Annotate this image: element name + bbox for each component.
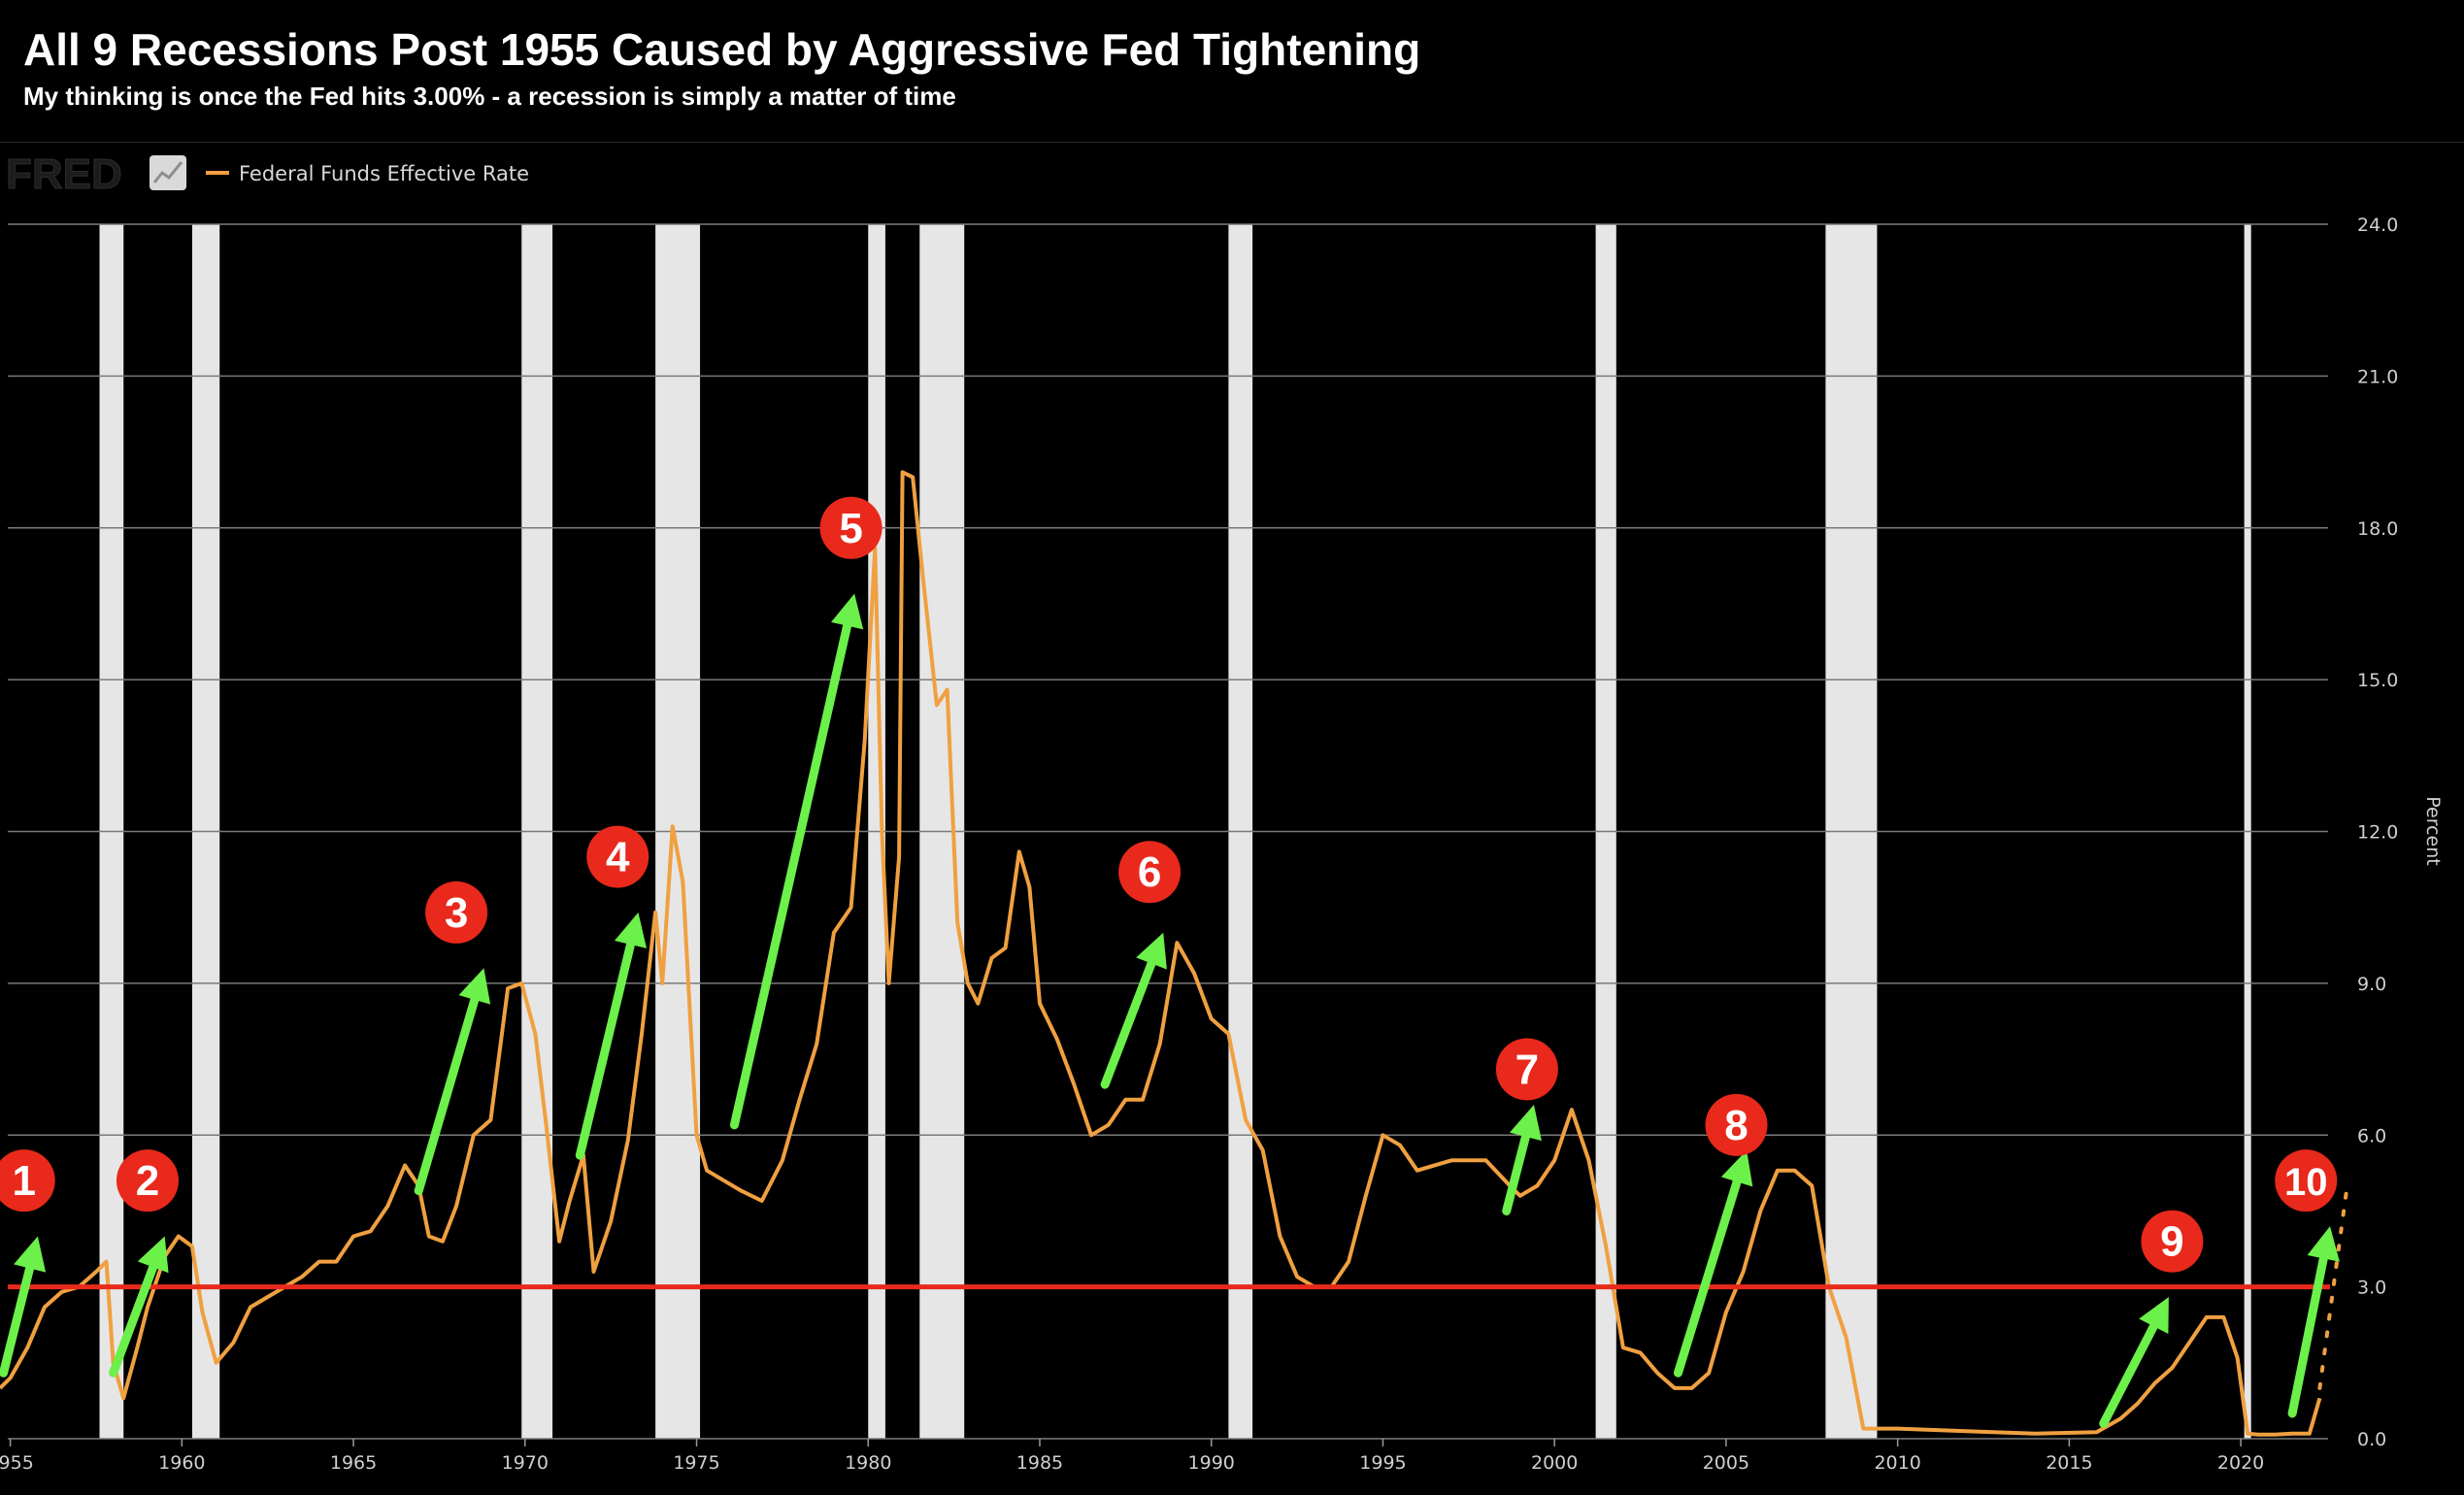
- tightening-arrowhead: [1136, 932, 1167, 970]
- x-tick-label: 2010: [1874, 1452, 1920, 1474]
- tightening-arrowhead: [1720, 1149, 1753, 1187]
- y-tick-label: 12.0: [2357, 822, 2398, 844]
- tightening-arrow: [2099, 1321, 2158, 1428]
- gridlines: [8, 223, 2328, 1440]
- x-tick-label: 1980: [845, 1452, 891, 1474]
- legend-label: Federal Funds Effective Rate: [239, 162, 529, 185]
- chart: FRED Federal Funds Effective Rate 195519…: [0, 150, 2444, 1474]
- recession-number-label: 10: [2284, 1161, 2328, 1204]
- series-layer: [0, 470, 2322, 1437]
- chart-title: All 9 Recessions Post 1955 Caused by Agg…: [23, 24, 1421, 75]
- x-tick-label: 2015: [2046, 1452, 2092, 1474]
- y-tick-label: 0.0: [2357, 1429, 2386, 1450]
- recession-number-label: 7: [1515, 1046, 1539, 1093]
- x-tick-label: 1995: [1359, 1452, 1406, 1474]
- header: All 9 Recessions Post 1955 Caused by Agg…: [0, 0, 2464, 143]
- x-tick-label: 1955: [0, 1452, 34, 1474]
- annotation-layer: 1 2 3 4 5 6 7 8 9 10: [0, 496, 2340, 1428]
- tightening-arrow: [2287, 1253, 2328, 1418]
- recession-number-badge: [116, 1149, 179, 1213]
- recession-number-badge: [1118, 841, 1182, 904]
- recession-number-label: 2: [136, 1157, 159, 1205]
- tightening-arrow: [109, 1262, 158, 1378]
- legend: Federal Funds Effective Rate: [206, 162, 529, 185]
- tightening-arrowhead: [458, 968, 491, 1005]
- x-tick-label: 2000: [1531, 1452, 1578, 1474]
- tightening-arrowhead: [137, 1236, 169, 1274]
- recession-number-label: 8: [1724, 1102, 1748, 1149]
- recession-number-label: 9: [2160, 1218, 2183, 1266]
- x-axis: 1955 1960 1965 1970 1975 1980 1985 1990 1995 2000…: [0, 1439, 2264, 1474]
- tightening-arrow: [0, 1263, 35, 1378]
- y-tick-label: 24.0: [2357, 215, 2398, 236]
- y-tick-label: 9.0: [2357, 974, 2386, 995]
- recession-number-label: 5: [839, 505, 862, 552]
- tightening-arrow: [414, 995, 480, 1196]
- recession-number-badge: [425, 880, 488, 944]
- chart-logo-icon: [150, 155, 186, 190]
- y-tick-label: 15.0: [2357, 670, 2398, 691]
- fred-logo: FRED: [6, 150, 186, 199]
- x-tick-label: 1960: [158, 1452, 205, 1474]
- x-tick-label: 1975: [673, 1452, 719, 1474]
- recession-number-label: 6: [1138, 848, 1161, 896]
- chart-subtitle: My thinking is once the Fed hits 3.00% -…: [23, 82, 956, 111]
- tightening-arrowhead: [614, 912, 648, 948]
- recession-number-badge: [586, 825, 649, 888]
- y-tick-label: 21.0: [2357, 366, 2398, 387]
- recession-number-badge: [2275, 1149, 2338, 1213]
- x-tick-label: 2020: [2217, 1452, 2264, 1474]
- y-tick-label: 6.0: [2357, 1125, 2386, 1146]
- recession-number-badge: [819, 496, 882, 559]
- tightening-arrowhead: [1510, 1104, 1542, 1142]
- series-line-fed-funds-rate: [0, 470, 2322, 1437]
- recession-number-badge: [1495, 1038, 1558, 1101]
- x-tick-label: 1970: [502, 1452, 549, 1474]
- x-tick-label: 1985: [1016, 1452, 1063, 1474]
- recession-number-label: 4: [606, 834, 630, 881]
- tightening-arrow: [729, 621, 852, 1130]
- tightening-arrowhead: [831, 593, 864, 630]
- recession-number-label: 1: [13, 1157, 36, 1205]
- tightening-arrow: [1100, 958, 1156, 1089]
- recession-number-badge: [1705, 1093, 1768, 1156]
- recession-number-badge: [2141, 1210, 2204, 1273]
- threshold-layer: [8, 1183, 2349, 1390]
- recession-number-label: 3: [445, 889, 468, 937]
- x-tick-label: 1965: [330, 1452, 377, 1474]
- projection-dotted-line: [2317, 1183, 2349, 1390]
- x-tick-label: 2005: [1703, 1452, 1749, 1474]
- y-axis-label: Percent: [2422, 796, 2444, 866]
- x-tick-label: 1990: [1188, 1452, 1235, 1474]
- tightening-arrow: [1502, 1132, 1530, 1215]
- tightening-arrow: [1673, 1177, 1742, 1378]
- y-tick-label: 3.0: [2357, 1278, 2386, 1299]
- tightening-arrow: [575, 940, 635, 1160]
- y-tick-label: 18.0: [2357, 518, 2398, 540]
- recession-number-badge: [0, 1149, 55, 1213]
- tightening-arrowhead: [14, 1236, 47, 1273]
- tightening-arrowhead: [2307, 1226, 2340, 1262]
- y-axis: 0.0 3.0 6.0 9.0 12.0 15.0 18.0 21.0 24.0: [2357, 215, 2398, 1450]
- fred-logo-text: FRED: [6, 150, 122, 198]
- tightening-arrowhead: [2139, 1297, 2169, 1335]
